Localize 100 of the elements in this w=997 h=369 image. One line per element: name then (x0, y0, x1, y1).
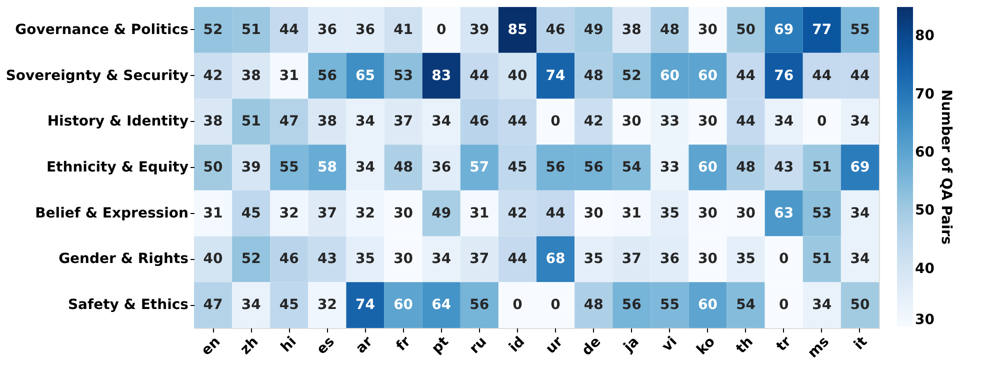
data-label: 52 (203, 22, 223, 38)
y-tick-label: Ethnicity & Equity (46, 160, 188, 176)
data-label: 42 (203, 68, 223, 84)
color-bar-label: 80 (915, 28, 935, 44)
data-label: 33 (660, 160, 680, 176)
data-label: 44 (546, 205, 566, 222)
data-label: 42 (584, 114, 604, 130)
data-label: 48 (394, 160, 414, 176)
data-label: 38 (241, 68, 261, 84)
data-label: 46 (546, 22, 566, 38)
data-label: 60 (698, 297, 718, 314)
data-label: 51 (241, 22, 261, 38)
x-tick-label: ar (352, 334, 376, 357)
data-label: 37 (317, 205, 337, 222)
y-tick-label: Belief & Expression (35, 205, 188, 222)
data-label: 50 (736, 22, 756, 38)
data-label: 45 (279, 297, 299, 314)
x-tick-label: hi (278, 334, 300, 356)
data-label: 50 (850, 297, 870, 314)
data-label: 35 (660, 205, 680, 222)
data-label: 38 (317, 114, 337, 130)
data-label: 36 (432, 160, 452, 176)
data-label: 44 (812, 68, 832, 84)
data-label: 32 (356, 205, 375, 222)
data-label: 45 (241, 205, 261, 222)
x-tick-label: ko (694, 334, 719, 358)
data-label: 83 (432, 68, 452, 84)
data-label: 30 (584, 205, 604, 222)
data-label: 38 (203, 114, 223, 130)
data-label: 40 (203, 251, 224, 268)
color-bar-label: 50 (915, 202, 935, 219)
data-label: 32 (317, 297, 337, 314)
data-label: 64 (432, 297, 452, 314)
x-tick-label: ru (466, 334, 490, 358)
data-label: 0 (550, 114, 561, 130)
x-tick-label: es (314, 334, 338, 358)
data-label: 44 (736, 114, 756, 130)
data-label: 45 (508, 160, 528, 176)
data-label: 56 (584, 160, 604, 176)
data-label: 0 (778, 251, 789, 268)
x-tick-label: pt (428, 334, 452, 357)
data-label: 30 (698, 251, 718, 268)
data-label: 74 (356, 297, 376, 314)
data-label: 60 (394, 297, 414, 314)
data-label: 54 (622, 160, 642, 176)
color-bar-title: Number of QA Pairs (938, 89, 954, 245)
data-label: 41 (394, 22, 414, 38)
data-label: 33 (660, 114, 680, 130)
color-bar-label: 60 (915, 144, 935, 160)
data-label: 54 (736, 297, 756, 314)
data-label: 35 (356, 251, 375, 268)
data-label: 31 (622, 205, 642, 222)
data-label: 47 (279, 114, 299, 130)
data-label: 56 (546, 160, 566, 176)
data-label: 55 (850, 22, 870, 38)
data-label: 31 (470, 205, 490, 222)
data-label: 53 (394, 68, 414, 84)
data-label: 52 (241, 251, 261, 268)
data-label: 35 (584, 251, 604, 268)
data-label: 36 (356, 22, 375, 38)
data-label: 34 (850, 251, 870, 268)
data-label: 40 (508, 68, 528, 84)
x-tick-label: en (198, 334, 224, 359)
data-label: 55 (279, 160, 299, 176)
data-label: 44 (736, 68, 756, 84)
data-label: 0 (512, 297, 523, 314)
color-bar-label: 70 (915, 86, 935, 102)
data-label: 60 (698, 160, 718, 176)
data-label: 36 (660, 251, 680, 268)
data-label: 36 (317, 22, 337, 38)
data-label: 44 (850, 68, 870, 84)
color-bar-label: 30 (915, 312, 935, 328)
x-tick-label: de (579, 334, 604, 359)
data-label: 49 (584, 22, 604, 38)
data-label: 46 (279, 251, 299, 268)
data-label: 60 (698, 68, 718, 84)
data-label: 37 (394, 114, 414, 130)
y-tick-label: History & Identity (47, 114, 188, 130)
x-tick-label: ur (542, 334, 566, 358)
color-bar-label: 40 (915, 260, 935, 277)
data-label: 44 (508, 114, 528, 130)
data-label: 34 (812, 297, 832, 314)
data-label: 49 (432, 205, 452, 222)
data-label: 51 (812, 251, 832, 268)
x-tick-label: vi (659, 334, 680, 355)
data-label: 48 (660, 22, 680, 38)
data-label: 43 (774, 160, 794, 176)
data-label: 85 (508, 22, 528, 38)
x-tick-label: it (851, 334, 871, 354)
data-label: 68 (546, 251, 566, 268)
x-tick-label: th (733, 334, 756, 357)
data-label: 30 (736, 205, 756, 222)
data-label: 30 (394, 251, 414, 268)
data-label: 48 (736, 160, 756, 176)
y-tick-label: Governance & Politics (15, 22, 188, 38)
data-label: 44 (279, 22, 300, 38)
data-label: 30 (622, 114, 642, 130)
data-label: 34 (850, 114, 870, 130)
data-label: 46 (470, 114, 490, 130)
data-label: 65 (356, 68, 375, 84)
